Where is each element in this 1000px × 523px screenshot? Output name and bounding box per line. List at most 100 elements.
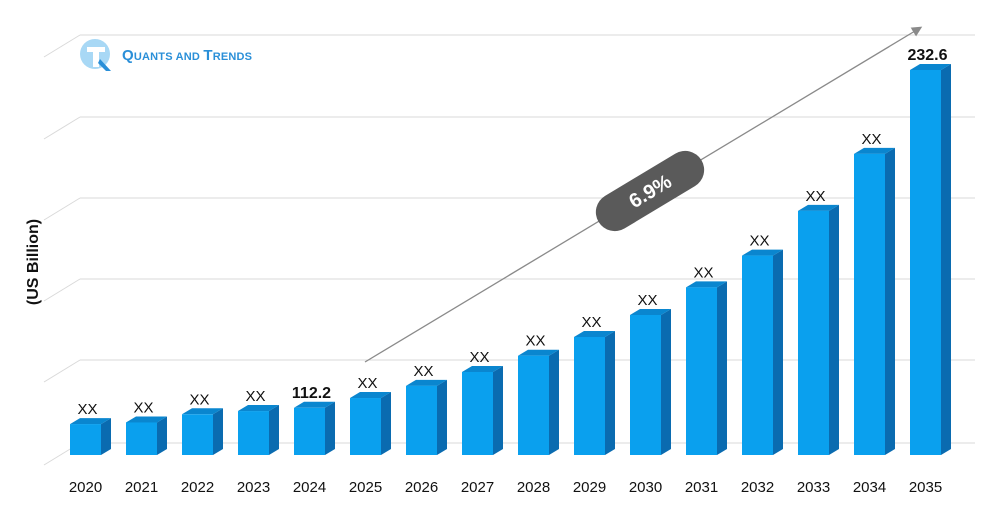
bar-top	[182, 408, 223, 415]
data-label-2020: XX	[77, 401, 97, 418]
x-tick-2032: 2032	[741, 479, 774, 496]
bar-side	[101, 418, 111, 455]
x-tick-2030: 2030	[629, 479, 662, 496]
gridline-diagonal	[43, 197, 81, 221]
x-tick-2028: 2028	[517, 479, 550, 496]
bar-2022	[182, 408, 223, 455]
bar-top	[574, 330, 615, 337]
gridline-diagonal	[43, 278, 81, 302]
x-tick-2025: 2025	[349, 479, 382, 496]
bar-top	[798, 204, 839, 211]
x-tick-labels: 2020 2021 2022 2023 2024 2025 2026 2027 2028 2029…	[69, 479, 942, 496]
bar-top	[854, 147, 895, 154]
data-label-2025: XX	[357, 375, 377, 392]
x-tick-2033: 2033	[797, 479, 830, 496]
x-tick-2022: 2022	[181, 479, 214, 496]
data-label-2033: XX	[805, 188, 825, 205]
x-tick-2031: 2031	[685, 479, 718, 496]
y-axis-label: (US Billion)	[25, 218, 42, 306]
bar-side	[325, 401, 335, 455]
x-tick-2026: 2026	[405, 479, 438, 496]
bar-front	[126, 422, 157, 455]
bar-top	[518, 349, 559, 356]
bar-front	[574, 336, 605, 455]
bar-top	[686, 281, 727, 288]
data-label-2026: XX	[413, 363, 433, 380]
bar-front	[462, 371, 493, 455]
brand-logo: QUANTS AND TRENDS	[78, 36, 252, 76]
gridline-diagonal	[43, 359, 81, 383]
data-label-2031: XX	[693, 264, 713, 281]
data-label-2024: 112.2	[292, 385, 331, 402]
x-tick-2021: 2021	[125, 479, 158, 496]
bar-side	[829, 204, 839, 455]
x-tick-2029: 2029	[573, 479, 606, 496]
bar-side	[157, 416, 167, 455]
data-label-2032: XX	[749, 233, 769, 250]
bar-side	[381, 392, 391, 455]
bar-side	[717, 281, 727, 455]
x-tick-2024: 2024	[293, 479, 326, 496]
bar-2035	[910, 64, 951, 455]
bar-2029	[574, 330, 615, 455]
bar-2023	[238, 405, 279, 455]
data-labels: XX XX XX XX 112.2 XX XX XX XX XX XX XX XX XX XX 232.6	[77, 47, 947, 418]
bar-front	[686, 287, 717, 455]
bar-front	[70, 424, 101, 455]
bar-top	[350, 392, 391, 399]
bar-side	[437, 379, 447, 455]
bar-2026	[406, 379, 447, 455]
bar-front	[406, 385, 437, 455]
data-label-2035: 232.6	[907, 47, 947, 64]
gridline-diagonal	[43, 34, 81, 58]
growth-badge: 6.9%	[595, 150, 705, 232]
bar-side	[661, 309, 671, 455]
bars	[70, 64, 951, 455]
bar-top	[126, 416, 167, 423]
bar-side	[605, 330, 615, 455]
bar-side	[773, 249, 783, 455]
bar-2031	[686, 281, 727, 455]
x-tick-2034: 2034	[853, 479, 886, 496]
bar-side	[269, 405, 279, 455]
bar-top	[294, 401, 335, 408]
bar-front	[910, 70, 941, 455]
growth-badge-bg	[595, 150, 705, 232]
data-label-2034: XX	[861, 131, 881, 148]
bar-side	[941, 64, 951, 455]
bar-side	[493, 365, 503, 455]
bar-side	[549, 349, 559, 455]
bar-front	[630, 315, 661, 455]
bar-2030	[630, 309, 671, 455]
bar-side	[885, 147, 895, 455]
x-tick-2027: 2027	[461, 479, 494, 496]
bar-2033	[798, 204, 839, 455]
bar-front	[350, 398, 381, 455]
bar-top	[630, 309, 671, 315]
bar-front	[518, 355, 549, 455]
data-label-2028: XX	[525, 333, 545, 350]
x-tick-2023: 2023	[237, 479, 270, 496]
data-label-2022: XX	[189, 391, 209, 408]
bar-front	[238, 411, 269, 455]
bar-top	[238, 405, 279, 412]
bar-2020	[70, 418, 111, 455]
bar-2028	[518, 349, 559, 455]
bar-2027	[462, 365, 503, 455]
bar-2034	[854, 147, 895, 455]
bar-2025	[350, 392, 391, 455]
bar-2024	[294, 401, 335, 455]
bar-front	[294, 407, 325, 455]
bar-top	[462, 365, 503, 372]
data-label-2030: XX	[637, 292, 657, 309]
data-label-2021: XX	[133, 399, 153, 416]
bar-top	[910, 64, 951, 70]
bar-2032	[742, 249, 783, 455]
growth-badge-pill: 6.9%	[595, 150, 705, 232]
data-label-2027: XX	[469, 349, 489, 366]
bar-side	[213, 408, 223, 455]
bar-top	[406, 379, 447, 386]
gridline-diagonal	[43, 116, 81, 140]
x-tick-2020: 2020	[69, 479, 102, 496]
